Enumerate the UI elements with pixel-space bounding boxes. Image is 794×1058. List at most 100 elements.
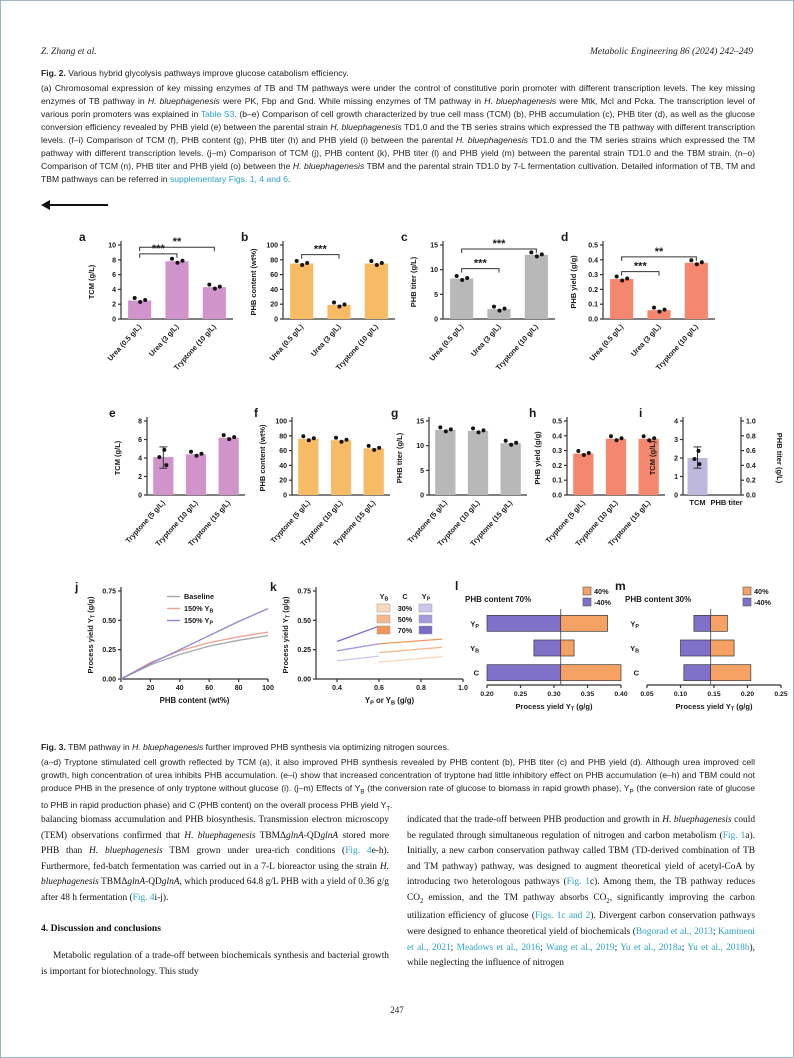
svg-text:C: C (474, 669, 480, 678)
svg-text:20: 20 (270, 302, 278, 309)
svg-text:Process yield YT (g/g): Process yield YT (g/g) (281, 596, 292, 673)
svg-text:d: d (561, 230, 568, 244)
svg-text:60: 60 (270, 272, 278, 279)
svg-text:Urea (0.5 g/L): Urea (0.5 g/L) (106, 322, 144, 363)
svg-text:15: 15 (430, 243, 438, 250)
svg-text:0.5: 0.5 (552, 419, 562, 426)
text-link[interactable]: Yu et al., 2018b (687, 942, 750, 953)
svg-text:100: 100 (266, 243, 278, 250)
svg-text:TCM (g/L): TCM (g/L) (87, 264, 96, 299)
svg-text:YP or YB (g/g): YP or YB (g/g) (365, 696, 415, 707)
svg-text:g: g (391, 406, 398, 420)
svg-text:PHB titer (g/L): PHB titer (g/L) (395, 432, 404, 483)
header-authors: Z. Zhang et al. (41, 47, 97, 57)
svg-text:6: 6 (138, 437, 142, 444)
svg-text:Urea (3 g/L): Urea (3 g/L) (469, 322, 503, 358)
fig2-caption-body: (a) Chromosomal expression of key missin… (41, 83, 755, 184)
svg-text:0.50: 0.50 (297, 618, 311, 625)
svg-text:0.0: 0.0 (588, 317, 598, 324)
svg-text:c: c (401, 230, 408, 244)
panel-g-chart: g 0 5 10 15 PHB titer (g/L) Tryptone (5 g/L) Tr… (383, 405, 533, 574)
panel-k-chart: k 0.00 0.25 0.50 0.75 0.4 0.6 0.8 1.0 YP or YB (g… (266, 579, 471, 744)
svg-text:i: i (639, 406, 642, 420)
svg-text:0.00: 0.00 (102, 677, 116, 684)
header-journal: Metabolic Engineering 86 (2024) 242–249 (589, 47, 753, 57)
svg-text:PHB content (wt%): PHB content (wt%) (160, 696, 230, 705)
svg-text:1.0: 1.0 (746, 419, 756, 426)
svg-text:0.4: 0.4 (746, 463, 756, 470)
svg-text:0.25: 0.25 (774, 691, 787, 698)
text-link[interactable]: Fig. 4 (132, 892, 155, 903)
body-paragraph: indicated that the trade-off between PHB… (407, 815, 756, 969)
svg-text:***: *** (493, 238, 507, 250)
svg-text:PHB titer (g/L): PHB titer (g/L) (409, 256, 418, 307)
svg-text:TCM (g/L): TCM (g/L) (648, 440, 657, 475)
svg-text:TCM (g/L): TCM (g/L) (113, 440, 122, 475)
text-link[interactable]: Fig. 1 (722, 830, 746, 841)
svg-text:0.4: 0.4 (332, 685, 342, 692)
svg-text:4: 4 (674, 419, 678, 426)
text-link[interactable]: Table S3 (200, 109, 235, 119)
svg-text:***: *** (634, 261, 648, 273)
svg-text:**: ** (173, 236, 182, 248)
svg-text:0: 0 (274, 317, 278, 324)
svg-text:60: 60 (279, 448, 287, 455)
svg-text:***: *** (474, 258, 488, 270)
svg-text:150% YP: 150% YP (184, 616, 213, 627)
svg-text:20: 20 (147, 685, 155, 692)
svg-text:PHB titer (g/L): PHB titer (g/L) (775, 433, 784, 484)
svg-text:80: 80 (279, 433, 287, 440)
svg-text:5: 5 (420, 468, 424, 475)
svg-text:8: 8 (138, 419, 142, 426)
svg-text:f: f (254, 406, 259, 420)
text-link[interactable]: supplementary Figs. 1, 4 and 6 (169, 174, 288, 184)
svg-text:0.2: 0.2 (552, 463, 562, 470)
svg-text:4: 4 (112, 287, 116, 294)
svg-text:0: 0 (434, 317, 438, 324)
svg-text:50%: 50% (398, 615, 413, 624)
svg-text:0.3: 0.3 (588, 272, 598, 279)
svg-text:0.6: 0.6 (374, 685, 384, 692)
svg-text:0.6: 0.6 (746, 448, 756, 455)
panel-m-chart: m PHB content 30% 40% -40% 0.05 0.10 0.15 0.20 0… (613, 579, 791, 744)
page-number: 247 (390, 1005, 404, 1015)
text-link[interactable]: Figs. 1c and 2 (534, 911, 591, 922)
svg-text:10: 10 (416, 443, 424, 450)
svg-text:0.40: 0.40 (614, 691, 627, 698)
svg-text:60: 60 (205, 685, 213, 692)
svg-text:10: 10 (430, 267, 438, 274)
marker-line (50, 203, 108, 207)
svg-text:0.75: 0.75 (102, 589, 116, 596)
svg-text:0.2: 0.2 (588, 287, 598, 294)
svg-text:C: C (402, 592, 408, 601)
svg-text:0.10: 0.10 (674, 691, 687, 698)
svg-text:***: *** (314, 244, 328, 256)
text-link[interactable]: Yu et al., 2018a (620, 942, 682, 953)
text-link[interactable]: Fig. 1 (566, 877, 590, 888)
text-link[interactable]: Bogorad et al., 2013 (635, 927, 713, 938)
svg-text:PHB yield (g/g): PHB yield (g/g) (569, 255, 578, 309)
svg-text:40: 40 (176, 685, 184, 692)
svg-text:0.8: 0.8 (416, 685, 426, 692)
svg-text:10: 10 (108, 243, 116, 250)
svg-text:4: 4 (138, 456, 142, 463)
svg-text:70%: 70% (398, 626, 413, 635)
svg-text:40: 40 (279, 463, 287, 470)
svg-text:YB: YB (630, 644, 639, 655)
svg-text:Urea (0.5 g/L): Urea (0.5 g/L) (428, 322, 466, 363)
svg-text:YB: YB (470, 644, 479, 655)
svg-text:80: 80 (270, 257, 278, 264)
text-link[interactable]: Fig. 4 (345, 846, 372, 857)
svg-text:8: 8 (112, 257, 116, 264)
text-link[interactable]: Wang et al., 2019 (545, 942, 615, 953)
text-link[interactable]: Kamineni et al., 2021 (407, 927, 755, 953)
svg-text:40%: 40% (594, 587, 609, 596)
svg-text:YP: YP (422, 592, 431, 603)
svg-text:2: 2 (674, 456, 678, 463)
svg-text:Process yield YT (g/g): Process yield YT (g/g) (676, 702, 753, 713)
text-link[interactable]: Meadows et al., 2016 (456, 942, 541, 953)
panel-h-chart: h 0.0 0.1 0.2 0.3 0.4 0.5 PHB yield (g/g) Trypto… (521, 405, 671, 574)
svg-text:***: *** (152, 243, 166, 255)
svg-text:100: 100 (262, 685, 274, 692)
svg-text:Urea (3 g/L): Urea (3 g/L) (147, 322, 181, 358)
